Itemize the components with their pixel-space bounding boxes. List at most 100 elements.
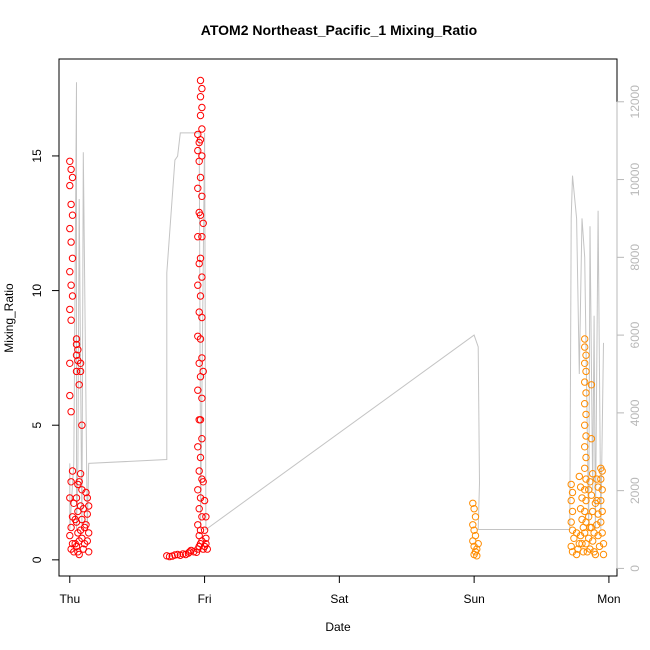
data-point — [590, 529, 598, 537]
data-point — [192, 548, 201, 556]
data-point — [75, 550, 83, 559]
data-point — [68, 173, 77, 182]
x-axis-label: Date — [325, 620, 351, 634]
data-point — [567, 480, 575, 489]
data-point — [74, 346, 82, 354]
data-point — [196, 111, 205, 120]
data-point — [587, 491, 596, 499]
data-point — [78, 421, 86, 429]
data-point — [597, 496, 605, 505]
data-point — [598, 529, 606, 537]
data-point — [582, 351, 590, 359]
data-point — [198, 84, 206, 93]
y2-tick-label: 6000 — [628, 321, 642, 348]
secondary-line-layer — [69, 82, 604, 531]
data-point — [469, 521, 477, 529]
data-point — [68, 292, 77, 300]
data-point — [598, 467, 606, 475]
x-axis: Thu Fri Sat Sun Mon — [59, 575, 621, 606]
data-point — [578, 515, 586, 524]
data-point — [66, 305, 74, 314]
data-point — [75, 478, 83, 486]
data-point — [66, 391, 74, 400]
data-point — [582, 496, 590, 505]
data-point — [85, 529, 93, 537]
data-point — [581, 486, 589, 494]
data-point — [72, 340, 81, 349]
data-point — [599, 550, 608, 559]
data-point — [198, 233, 206, 241]
data-point — [66, 157, 74, 166]
data-point — [195, 505, 203, 513]
y2-axis: 0 2000 4000 6000 8000 10000 12000 — [616, 85, 642, 572]
data-point — [587, 435, 596, 443]
data-point — [586, 478, 594, 486]
data-point — [76, 367, 85, 376]
data-point — [575, 472, 583, 481]
data-point — [202, 534, 210, 542]
data-point — [67, 523, 75, 532]
y2-tick-label: 10000 — [628, 163, 642, 197]
data-point — [76, 470, 85, 478]
data-point — [473, 552, 481, 560]
data-point — [76, 359, 85, 367]
data-point — [67, 238, 75, 246]
data-point — [71, 515, 79, 524]
data-point — [202, 540, 210, 548]
data-point — [200, 496, 209, 505]
data-point — [581, 443, 589, 451]
data-point — [200, 526, 209, 534]
data-point — [67, 165, 75, 174]
data-point — [572, 550, 581, 559]
data-point — [194, 386, 202, 394]
data-point — [196, 335, 205, 343]
data-point — [198, 354, 206, 362]
data-point — [68, 211, 77, 219]
data-point — [195, 467, 203, 475]
data-point — [80, 523, 89, 532]
data-point — [198, 273, 206, 281]
data-point — [581, 529, 589, 537]
y-tick-label: 0 — [30, 556, 44, 563]
data-point — [83, 510, 92, 518]
x-tick-label: Sat — [330, 592, 349, 606]
data-point — [582, 389, 590, 397]
data-point — [82, 488, 90, 497]
data-point — [198, 152, 206, 160]
data-point — [198, 435, 206, 443]
data-point — [68, 467, 77, 475]
data-point — [171, 551, 179, 559]
y2-tick-label: 4000 — [628, 399, 642, 426]
secondary-line — [69, 82, 604, 531]
data-point — [194, 184, 202, 193]
data-point — [581, 421, 589, 429]
data-point — [85, 548, 93, 556]
data-point — [587, 381, 596, 389]
data-point — [581, 507, 589, 516]
data-point — [470, 526, 478, 534]
y-tick-label: 5 — [30, 422, 44, 429]
data-point — [196, 211, 205, 219]
data-point — [581, 400, 589, 408]
data-point — [72, 367, 81, 376]
data-point — [582, 410, 590, 419]
data-point — [203, 545, 212, 553]
data-point — [581, 378, 589, 386]
data-point — [196, 93, 205, 101]
data-point — [196, 76, 205, 85]
data-point — [75, 381, 83, 389]
data-point — [598, 507, 606, 516]
data-point — [196, 254, 205, 262]
data-point — [196, 453, 205, 462]
data-point — [66, 181, 74, 190]
y2-tick-label: 12000 — [628, 85, 642, 119]
data-point — [196, 136, 205, 144]
data-point — [67, 200, 75, 209]
data-point — [198, 394, 206, 402]
data-point — [194, 281, 202, 289]
data-point — [165, 552, 174, 561]
data-point — [471, 513, 480, 521]
data-point — [66, 531, 74, 540]
data-point — [581, 464, 589, 472]
